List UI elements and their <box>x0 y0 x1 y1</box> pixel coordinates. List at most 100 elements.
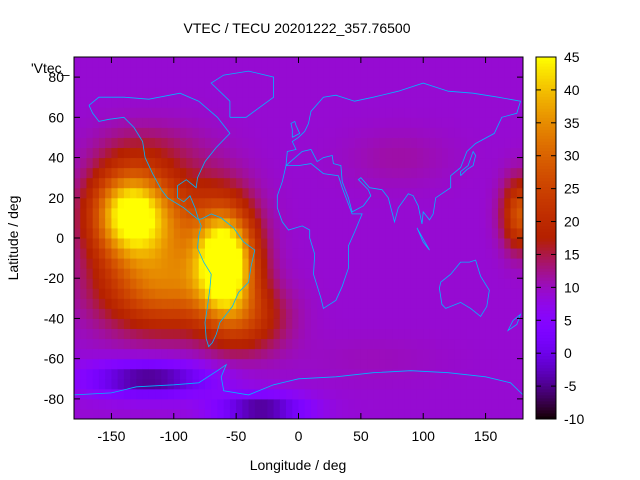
heatmap-cell <box>435 227 443 239</box>
heatmap-cell <box>248 368 256 380</box>
heatmap-cell <box>335 77 343 88</box>
heatmap-cell <box>242 358 250 370</box>
heatmap-cell <box>286 258 293 269</box>
colorbar-step <box>536 117 556 121</box>
heatmap-cell <box>198 398 206 410</box>
heatmap-cell <box>385 398 393 410</box>
colorbar-step <box>536 225 556 230</box>
heatmap-cell <box>441 318 449 329</box>
heatmap-cell <box>491 368 499 380</box>
heatmap-cell <box>286 278 293 289</box>
heatmap-cell <box>498 107 505 118</box>
heatmap-cell <box>354 298 362 309</box>
heatmap-cell <box>466 177 474 189</box>
heatmap-cell <box>173 248 181 259</box>
heatmap-cell <box>466 388 474 400</box>
heatmap-cell <box>223 378 231 390</box>
heatmap-cell <box>498 248 505 259</box>
heatmap-cell <box>173 57 181 68</box>
heatmap-cell <box>429 187 437 199</box>
heatmap-cell <box>448 197 455 209</box>
heatmap-cell <box>342 197 349 209</box>
heatmap-cell <box>473 358 480 370</box>
heatmap-cell <box>167 368 175 380</box>
heatmap-cell <box>130 147 137 159</box>
colorbar-step <box>536 280 556 284</box>
heatmap-cell <box>304 137 312 148</box>
heatmap-cell <box>217 408 225 420</box>
heatmap-cell <box>510 358 518 370</box>
heatmap-cell <box>148 117 156 128</box>
heatmap-cell <box>516 238 524 249</box>
heatmap-cell <box>398 227 406 239</box>
heatmap-cell <box>248 127 256 138</box>
heatmap-cell <box>254 77 262 88</box>
colorbar-step <box>536 144 556 148</box>
heatmap-cell <box>180 137 187 148</box>
heatmap-cell <box>130 187 137 199</box>
heatmap-cell <box>130 258 137 269</box>
heatmap-cell <box>248 167 256 179</box>
heatmap-cell <box>367 238 374 249</box>
heatmap-cell <box>167 167 175 179</box>
heatmap-cell <box>454 77 462 88</box>
heatmap-cell <box>292 147 299 159</box>
heatmap-cell <box>323 227 331 239</box>
heatmap-cell <box>348 288 356 299</box>
heatmap-cell <box>192 288 200 299</box>
heatmap-cell <box>504 248 512 259</box>
heatmap-cell <box>111 77 119 88</box>
heatmap-cell <box>504 77 512 88</box>
heatmap-cell <box>105 408 112 420</box>
heatmap-cell <box>161 308 169 319</box>
heatmap-cell <box>491 358 499 370</box>
heatmap-cell <box>236 318 243 329</box>
heatmap-cell <box>491 328 499 340</box>
heatmap-cell <box>248 358 256 370</box>
heatmap-cell <box>123 238 131 249</box>
heatmap-cell <box>242 318 250 329</box>
heatmap-cell <box>479 97 487 108</box>
heatmap-cell <box>136 147 144 159</box>
heatmap-cell <box>192 77 200 88</box>
heatmap-cell <box>435 127 443 138</box>
heatmap-cell <box>423 197 430 209</box>
heatmap-cell <box>180 298 187 309</box>
heatmap-cell <box>180 408 187 420</box>
heatmap-cell <box>504 127 512 138</box>
heatmap-cell <box>80 358 87 370</box>
colorbar-step <box>536 289 556 293</box>
heatmap-cell <box>342 127 349 138</box>
heatmap-cell <box>498 358 505 370</box>
heatmap-cell <box>155 318 162 329</box>
heatmap-cell <box>180 77 187 88</box>
heatmap-cell <box>429 217 437 229</box>
heatmap-cell <box>342 288 349 299</box>
heatmap-cell <box>304 187 312 199</box>
heatmap-cell <box>248 137 256 148</box>
colorbar-step <box>536 337 556 342</box>
heatmap-cell <box>173 207 181 219</box>
heatmap-cell <box>229 398 237 410</box>
heatmap-cell <box>217 227 225 239</box>
heatmap-cell <box>335 217 343 229</box>
heatmap-cell <box>423 227 430 239</box>
heatmap-cell <box>242 227 250 239</box>
heatmap-cell <box>111 298 119 309</box>
heatmap-cell <box>136 97 144 108</box>
heatmap-cell <box>473 197 480 209</box>
heatmap-cell <box>498 217 505 229</box>
heatmap-cell <box>192 338 200 350</box>
colorbar-step <box>536 376 556 381</box>
heatmap-cell <box>410 388 418 400</box>
heatmap-cell <box>267 248 275 259</box>
heatmap-cell <box>148 408 156 420</box>
heatmap-cell <box>404 308 412 319</box>
heatmap-cell <box>279 167 287 179</box>
heatmap-cell <box>229 378 237 390</box>
heatmap-cell <box>423 318 430 329</box>
heatmap-cell <box>392 197 399 209</box>
heatmap-cell <box>248 57 256 68</box>
heatmap-cell <box>448 127 455 138</box>
heatmap-cell <box>80 368 87 380</box>
